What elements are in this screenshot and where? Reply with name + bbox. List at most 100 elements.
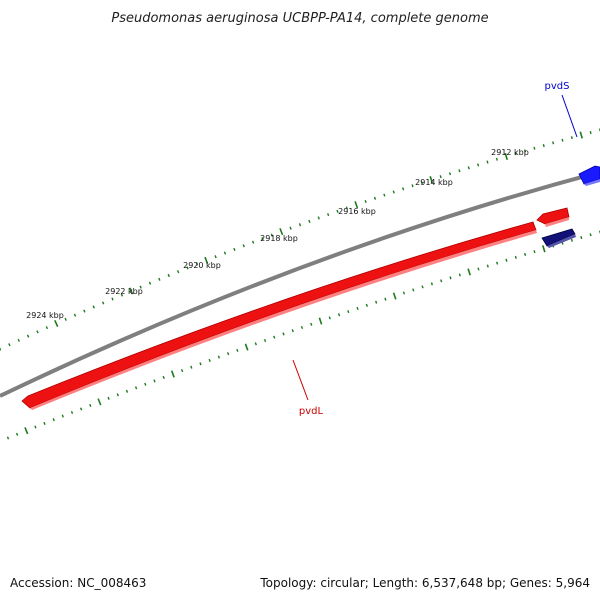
scale-tick-minor xyxy=(300,325,304,330)
scale-tick-minor xyxy=(79,407,83,411)
scale-tick-minor xyxy=(495,157,498,161)
scale-tick-minor xyxy=(347,310,350,314)
scale-tick-minor xyxy=(233,247,236,251)
scale-tick-minor xyxy=(496,261,499,265)
gene-pvdL[interactable] xyxy=(21,221,537,410)
scale-tick-minor xyxy=(116,393,119,397)
scale-tick-minor xyxy=(263,338,267,343)
scale-tick-minor xyxy=(70,410,74,415)
scale-tick-minor xyxy=(26,334,30,338)
scale-tick-minor xyxy=(251,240,255,244)
scale-tick-minor xyxy=(561,138,564,142)
scale-tick-minor xyxy=(467,166,470,170)
scale-tick-minor xyxy=(36,330,39,334)
gene-pvdS-label: pvdS xyxy=(545,81,570,92)
scale-tick-minor xyxy=(167,273,170,278)
gene-small-red-shade xyxy=(545,217,569,227)
scale-tick-minor xyxy=(392,190,395,194)
scale-tick-minor xyxy=(64,317,67,321)
scale-tick-minor xyxy=(570,136,573,140)
scale-tick-minor xyxy=(345,206,348,210)
scale-tick-minor xyxy=(291,329,294,333)
scale-tick-minor xyxy=(89,403,92,407)
scale-tick-major xyxy=(244,343,249,351)
scale-tick-major xyxy=(318,317,323,325)
scale-tick-minor xyxy=(242,244,245,248)
scale-tick-minor xyxy=(310,322,313,326)
gene-small-red-arrow[interactable] xyxy=(536,207,570,225)
scale-tick-minor xyxy=(328,316,331,320)
scale-tick-minor xyxy=(449,276,452,280)
scale-tick-major xyxy=(54,319,59,328)
scale-tick-minor xyxy=(411,184,414,188)
scale-tick-minor xyxy=(120,293,124,297)
scale-tick-minor xyxy=(223,251,227,255)
scale-tick-minor xyxy=(523,149,527,153)
scale-tick-minor xyxy=(107,396,110,400)
scale-tick-minor xyxy=(458,169,461,173)
scale-tick-minor xyxy=(533,250,536,254)
scale-tick-minor xyxy=(458,273,461,277)
scale-tick-minor xyxy=(180,369,184,373)
gene-small-navy[interactable] xyxy=(541,228,576,248)
scale-tick-minor xyxy=(176,270,180,274)
gene-pvdL-shade xyxy=(30,230,537,410)
gene-pvdS-shade xyxy=(584,179,600,186)
scale-tick-minor xyxy=(261,237,264,241)
scale-tick-minor xyxy=(139,285,142,289)
scale-tick-minor xyxy=(477,163,480,167)
gene-pvdS-leader xyxy=(561,94,578,138)
scale-tick-major xyxy=(24,427,29,435)
scale-tick-minor xyxy=(336,209,339,213)
scale-tick-minor xyxy=(589,131,592,135)
genome-backbone xyxy=(0,170,600,398)
scale-tick-minor xyxy=(199,362,202,366)
scale-tick-minor xyxy=(420,181,423,185)
scale-tick-minor xyxy=(327,213,330,217)
scale-tick-minor xyxy=(402,187,405,191)
scale-tick-minor xyxy=(570,238,573,242)
scale-tick-minor xyxy=(158,277,161,281)
gene-pvdS-arrow[interactable] xyxy=(578,165,600,185)
scale-tick-minor xyxy=(195,262,199,266)
scale-tick-major xyxy=(354,201,359,209)
scale-tick-minor xyxy=(356,306,359,311)
scale-tick-major xyxy=(429,176,434,184)
scale-label-2916: 2916 kbp xyxy=(338,207,376,216)
gene-pvdL-label: pvdL xyxy=(299,406,324,417)
scale-tick-minor xyxy=(486,160,489,164)
scale-tick-minor xyxy=(375,300,378,304)
gene-pvdL-leader xyxy=(292,359,309,401)
scale-tick-minor xyxy=(0,347,2,351)
scale-label-2920: 2920 kbp xyxy=(183,261,221,270)
scale-tick-minor xyxy=(226,352,230,356)
accession-text: Accession: NC_008463 xyxy=(10,576,146,590)
scale-tick-minor xyxy=(412,288,415,292)
scale-tick-minor xyxy=(282,332,285,336)
gene-small-red[interactable] xyxy=(536,207,570,227)
scale-tick-minor xyxy=(430,282,433,286)
scale-tick-minor xyxy=(148,281,152,285)
scale-tick-minor xyxy=(134,386,138,390)
scale-tick-major xyxy=(279,228,284,236)
scale-tick-minor xyxy=(17,338,20,342)
scale-tick-minor xyxy=(383,193,386,197)
scale-tick-minor xyxy=(580,236,583,240)
scale-label-2912: 2912 kbp xyxy=(491,148,529,157)
gene-pvdS[interactable] xyxy=(578,165,600,186)
scale-tick-minor xyxy=(6,436,10,440)
scale-tick-major xyxy=(579,131,583,139)
scale-tick-minor xyxy=(217,355,221,359)
scale-tick-minor xyxy=(8,343,11,347)
scale-tick-minor xyxy=(214,255,217,259)
scale-tick-minor xyxy=(236,348,239,352)
scale-tick-major xyxy=(467,268,471,276)
scale-tick-minor xyxy=(524,252,527,256)
topology-summary-text: Topology: circular; Length: 6,537,648 bp… xyxy=(259,576,590,590)
scale-tick-minor xyxy=(273,335,276,339)
scale-tick-minor xyxy=(373,196,377,200)
scale-tick-minor xyxy=(440,279,443,283)
scale-tick-major xyxy=(392,292,397,300)
scale-tick-minor xyxy=(111,297,114,301)
scale-tick-minor xyxy=(73,313,77,317)
